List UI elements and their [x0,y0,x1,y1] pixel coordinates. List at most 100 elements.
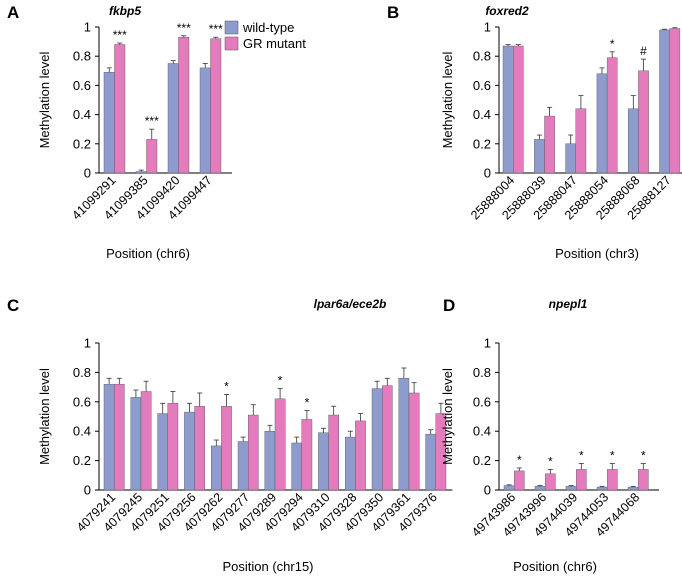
legend-label-wild-type: wild-type [242,20,294,35]
bar-wild-type [659,29,670,174]
bar-gr-mutant [194,406,206,491]
bar-wild-type [425,433,437,491]
legend-label-gr-mutant: GR mutant [243,36,306,51]
y-tick-label: 0.8 [73,49,91,64]
bar-gr-mutant [669,28,681,174]
bar-wild-type [565,143,576,174]
significance-label: *** [209,22,223,36]
x-axis-title: Position (chr6) [513,559,597,574]
significance-label: * [641,449,646,463]
bar-gr-mutant [178,37,190,174]
bar-wild-type [237,441,249,491]
y-tick-label: 0.4 [473,107,491,122]
bar-wild-type [534,486,546,491]
bar-gr-mutant [514,470,525,491]
significance-label: * [610,449,615,463]
y-tick-label: 0.4 [73,107,91,122]
bar-wild-type [565,486,577,491]
bar-gr-mutant [114,44,126,174]
y-tick-label: 0.6 [73,78,91,93]
y-tick-label: 0.6 [473,394,491,409]
y-axis-title: Methylation level [440,51,455,148]
significance-label: # [640,44,647,58]
bar-gr-mutant [382,385,393,491]
bar-wild-type [130,397,142,491]
chart-title: npepl1 [549,297,588,311]
bar-gr-mutant [545,473,556,491]
bar-gr-mutant [167,403,179,491]
y-tick-label: 0.4 [473,424,491,439]
bar-wild-type [103,383,115,491]
bar-gr-mutant [140,391,152,491]
bar-wild-type [534,139,545,174]
y-tick-label: 0.8 [73,365,91,380]
y-tick-label: 1 [84,20,91,35]
bar-gr-mutant [607,469,618,491]
y-tick-label: 0 [84,166,91,181]
bar-wild-type [503,485,515,491]
bar-wild-type [157,413,169,491]
bar-gr-mutant [274,398,286,491]
y-tick-label: 0.2 [73,453,91,468]
bar-wild-type [596,73,608,174]
bar-wild-type [103,72,115,174]
y-tick-label: 0.2 [473,136,491,151]
bar-wild-type [596,486,608,491]
y-tick-label: 1 [484,336,491,351]
bar-wild-type [264,431,276,491]
bar-wild-type [184,411,195,491]
bar-gr-mutant [638,70,649,174]
bar-gr-mutant [408,392,420,491]
x-axis-title: Position (chr15) [222,559,313,574]
bar-gr-mutant [328,414,340,491]
bar-gr-mutant [575,108,587,174]
y-tick-label: 1 [84,336,91,351]
significance-label: *** [177,21,191,35]
bar-wild-type [398,378,410,491]
bar-gr-mutant [544,115,555,174]
y-axis-title: Methylation level [440,368,455,465]
y-tick-label: 0.8 [473,365,491,380]
y-tick-label: 0 [84,483,91,498]
y-tick-label: 0 [484,166,491,181]
x-axis-title: Position (chr6) [106,246,190,261]
bar-wild-type [318,432,329,491]
significance-label: *** [113,28,127,42]
significance-label: *** [145,114,159,128]
bar-gr-mutant [221,406,232,491]
bar-gr-mutant [606,57,618,174]
bar-wild-type [135,171,147,174]
significance-label: * [548,454,553,468]
significance-label: * [610,37,615,51]
panel-label: C [7,296,19,315]
bar-wild-type [371,388,383,491]
bar-gr-mutant [113,383,125,491]
bar-wild-type [291,442,303,491]
panel-label: B [387,3,399,22]
significance-label: * [224,379,229,393]
y-axis-title: Methylation level [37,368,52,465]
significance-label: * [579,449,584,463]
bar-wild-type [167,63,179,174]
significance-label: * [305,396,310,410]
bar-wild-type [628,108,639,174]
y-tick-label: 0.8 [473,49,491,64]
y-tick-label: 0.6 [473,78,491,93]
bar-gr-mutant [576,469,587,491]
y-tick-label: 0.6 [73,394,91,409]
x-axis-title: Position (chr3) [555,246,639,261]
bar-gr-mutant [513,45,524,174]
legend-swatch-wild-type [224,20,239,35]
y-tick-label: 0 [484,483,491,498]
y-tick-label: 0.2 [473,453,491,468]
y-tick-label: 1 [484,20,491,35]
significance-label: * [278,374,283,388]
significance-label: * [517,453,522,467]
bar-wild-type [502,45,514,174]
